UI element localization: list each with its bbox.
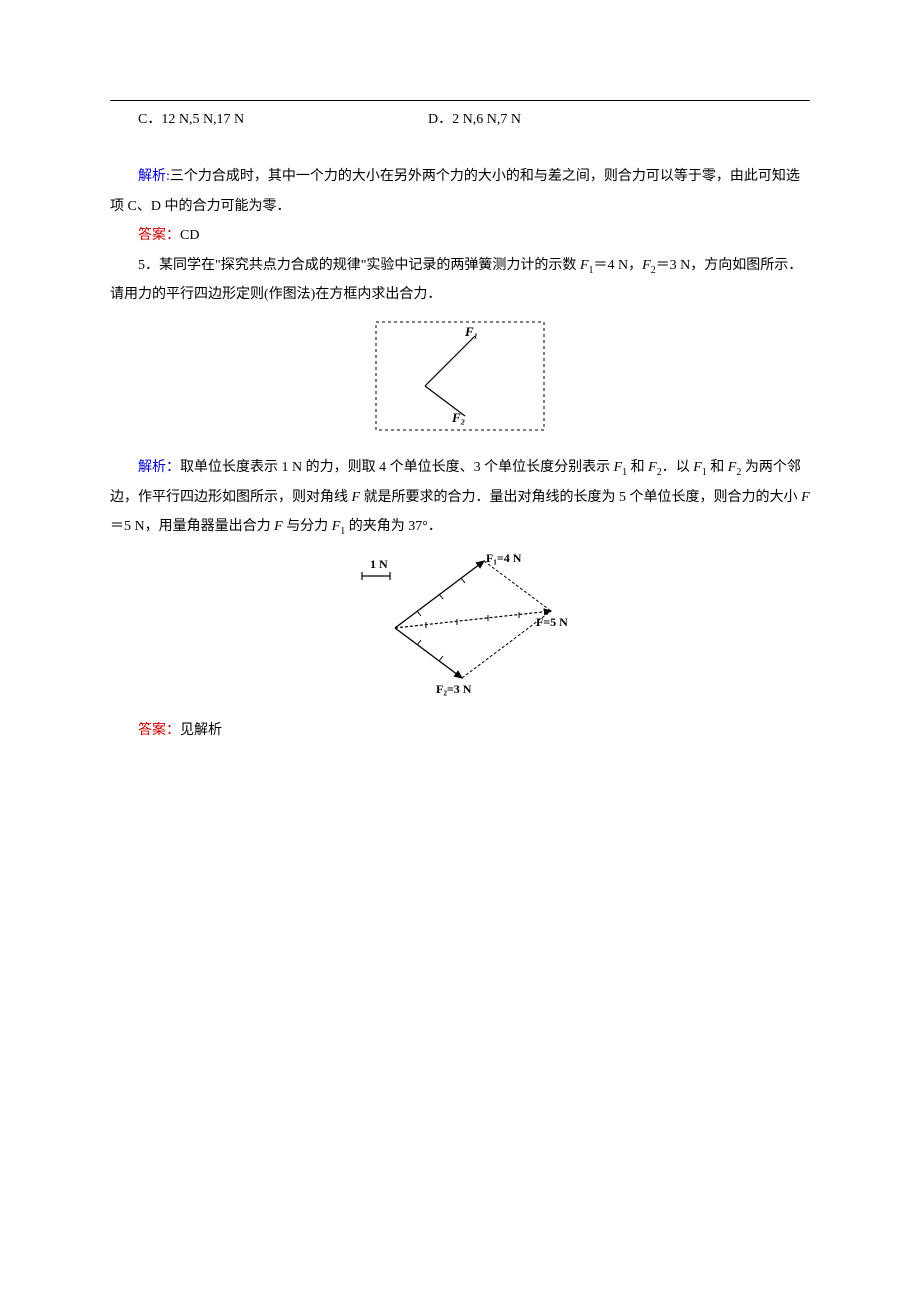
answer-2: 答案：见解析 xyxy=(110,716,810,745)
a2-e: 就是所要求的合力．量出对角线的长度为 5 个单位长度，则合力的大小 xyxy=(360,490,801,505)
a2-F: F xyxy=(352,490,361,505)
fig1-line-f1 xyxy=(425,336,475,386)
a2-h: 的夹角为 37°． xyxy=(345,519,442,534)
analysis-1-text: 三个力合成时，其中一个力的大小在另外两个力的大小的和与差之间，则合力可以等于零，… xyxy=(110,169,800,213)
fig2-label-f1: F₁=4 N xyxy=(486,551,522,565)
question-5: 5．某同学在"探究共点力合成的规律"实验中记录的两弹簧测力计的示数 F1＝4 N… xyxy=(110,251,810,310)
option-c: C．12 N,5 N,17 N xyxy=(138,105,428,134)
q5-prefix: 5．某同学在"探究共点力合成的规律"实验中记录的两弹簧测力计的示数 xyxy=(138,258,580,273)
option-row: C．12 N,5 N,17 N D．2 N,6 N,7 N xyxy=(138,105,810,134)
figure-1-svg: F₁ F₂ xyxy=(370,316,550,436)
figure-2-svg: 1 N xyxy=(340,548,580,698)
figure-1: F₁ F₂ xyxy=(110,316,810,447)
figure-2: 1 N xyxy=(110,548,810,709)
top-rule xyxy=(110,100,810,101)
fig2-dash-a xyxy=(484,561,551,611)
a2-a: 取单位长度表示 1 N 的力，则取 4 个单位长度、3 个单位长度分别表示 xyxy=(180,460,614,475)
a2-f2: F xyxy=(648,460,657,475)
q5-f2: F xyxy=(642,258,651,273)
fig2-label-f: F=5 N xyxy=(536,615,568,629)
answer-label: 答案： xyxy=(138,228,180,243)
a2-F2: F xyxy=(274,519,283,534)
q5-f1: F xyxy=(580,258,589,273)
analysis-2: 解析：取单位长度表示 1 N 的力，则取 4 个单位长度、3 个单位长度分别表示… xyxy=(110,453,810,542)
fig2-f2-tick2 xyxy=(439,656,443,661)
fig2-f2-tick1 xyxy=(417,640,421,645)
fig2-label-f2: F₂=3 N xyxy=(436,682,472,696)
fig2-f1-tick2 xyxy=(439,594,443,599)
option-d: D．2 N,6 N,7 N xyxy=(428,105,521,134)
a2-b2: 和 xyxy=(707,460,728,475)
page-content: C．12 N,5 N,17 N D．2 N,6 N,7 N 解析:三个力合成时，… xyxy=(110,105,810,745)
analysis-1: 解析:三个力合成时，其中一个力的大小在另外两个力的大小的和与差之间，则合力可以等… xyxy=(110,162,810,221)
analysis-label: 解析: xyxy=(138,169,170,184)
a2-f: ＝5 N，用量角器量出合力 xyxy=(110,519,274,534)
fig1-label-f2: F₂ xyxy=(451,410,465,425)
fig2-scale-label: 1 N xyxy=(370,557,388,571)
fig1-label-f1: F₁ xyxy=(464,324,478,339)
a2-f1: F xyxy=(614,460,623,475)
a2-f1b: F xyxy=(693,460,702,475)
answer-2-label: 答案： xyxy=(138,723,180,738)
a2-g: 与分力 xyxy=(283,519,332,534)
a2-c: ．以 xyxy=(662,460,694,475)
fig2-f1-tick3 xyxy=(461,578,465,583)
answer-1: 答案：CD xyxy=(110,221,810,250)
a2-f1c: F xyxy=(332,519,341,534)
a2-eqF: F xyxy=(801,490,810,505)
fig2-f1-tick1 xyxy=(417,611,421,616)
analysis-2-label: 解析： xyxy=(138,460,180,475)
a2-b: 和 xyxy=(627,460,648,475)
answer-1-text: CD xyxy=(180,228,199,243)
q5-eq1: ＝4 N， xyxy=(594,258,643,273)
fig2-F2 xyxy=(395,628,462,678)
answer-2-text: 见解析 xyxy=(180,723,222,738)
